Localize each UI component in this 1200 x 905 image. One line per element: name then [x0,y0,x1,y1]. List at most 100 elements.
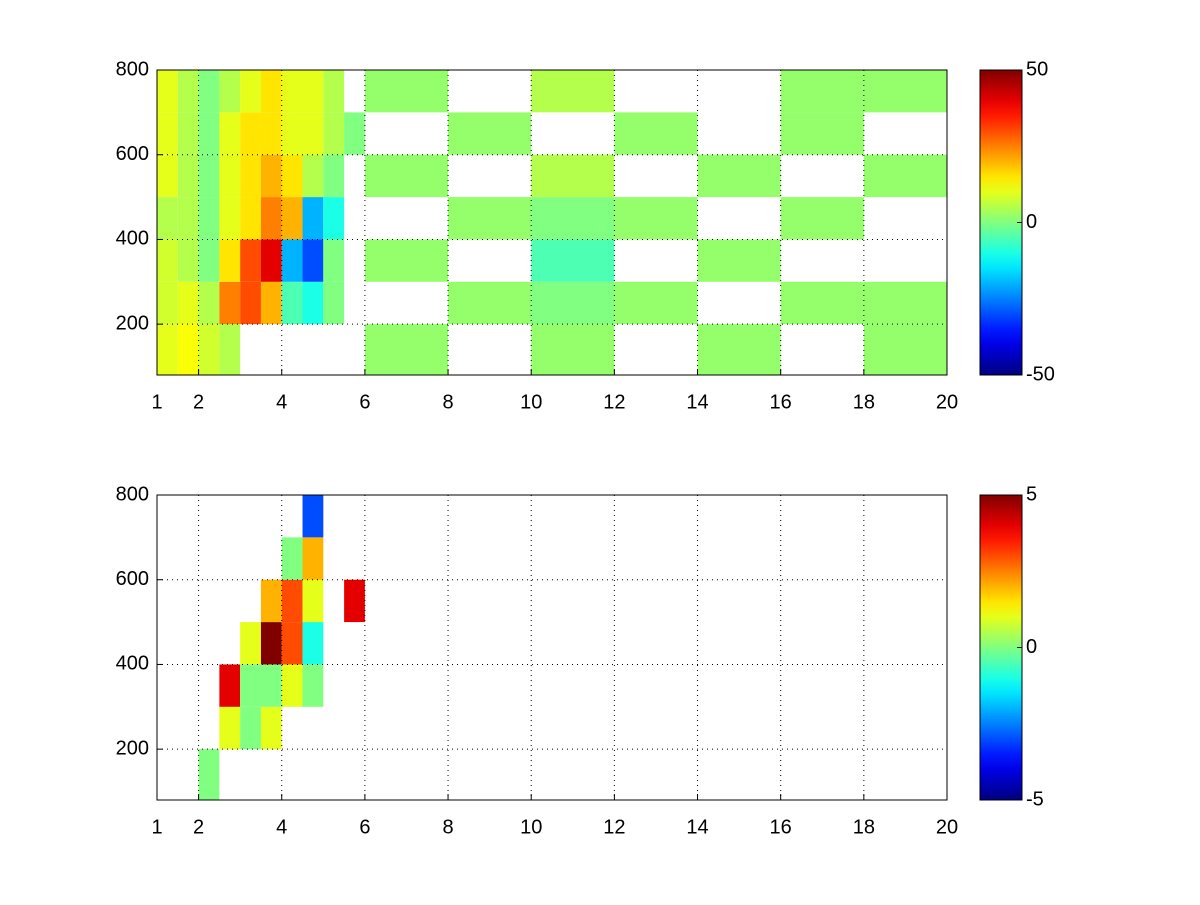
heat-cell [177,197,199,240]
heat-cell [614,197,698,240]
heat-cell [531,70,615,113]
heat-cell [260,154,282,198]
colorbar [979,494,1023,801]
heat-cell [364,239,449,282]
heat-cell [302,154,324,198]
heat-cell [281,664,303,707]
heat-cell [219,239,241,282]
x-tick-label: 18 [853,816,875,838]
y-tick-label: 200 [116,737,149,759]
y-tick-label: 800 [116,58,149,80]
heat-cell [302,579,324,623]
heat-cell [219,70,241,113]
heat-cell [157,197,178,240]
heat-cell [260,239,282,282]
heat-cell [198,70,220,113]
heat-cell [281,281,303,325]
heat-cell [219,281,241,325]
heat-cell [344,112,365,155]
x-tick-label: 10 [520,391,542,413]
x-tick-label: 8 [442,391,453,413]
heat-cell [780,197,864,240]
x-tick-label: 16 [770,816,792,838]
heat-cell [157,324,178,375]
heat-cell [302,281,324,325]
heat-cell [219,706,241,750]
heat-cell [281,579,303,623]
y-tick-label: 600 [116,143,149,165]
heat-cell [198,239,220,282]
heat-cell [302,70,324,113]
heat-cell [323,154,345,198]
heat-cell [157,239,178,282]
heat-cell [531,197,615,240]
heat-cell [240,706,261,750]
heat-cell [780,70,864,113]
y-tick-label: 800 [116,483,149,505]
x-tick-label: 1 [151,816,162,838]
y-tick-label: 400 [116,228,149,250]
heat-cell [364,324,449,375]
heat-cell [260,622,282,665]
x-tick-label: 4 [276,391,287,413]
heat-cell [198,112,220,155]
x-tick-label: 4 [276,816,287,838]
y-tick-label: 400 [116,653,149,675]
x-tick-label: 18 [853,391,875,413]
heat-cell [302,197,324,240]
heat-cell [697,154,781,198]
heat-cell [260,112,282,155]
heat-cell [260,579,282,623]
heat-cell [219,664,241,707]
heat-cell [198,197,220,240]
heat-cell [157,281,178,325]
heat-cell [281,70,303,113]
heat-cell [863,281,947,325]
heat-cell [281,197,303,240]
heat-cell [157,154,178,198]
colorbar [979,69,1023,376]
x-tick-label: 1 [151,391,162,413]
heat-cell [281,239,303,282]
heat-cell [177,112,199,155]
axes-box [156,69,948,376]
x-tick-label: 6 [359,391,370,413]
heat-cell [531,154,615,198]
heat-cell [157,112,178,155]
x-tick-label: 14 [686,816,708,838]
heat-cell [260,706,282,750]
heat-cell [219,324,241,375]
heat-cell [260,664,282,707]
heat-cell [448,112,532,155]
heat-cell [531,324,615,375]
x-tick-label: 12 [603,391,625,413]
heat-cell [260,70,282,113]
heat-cell [323,239,345,282]
heat-cell [240,154,261,198]
colorbar-tick-label: -5 [1026,788,1044,810]
heat-cell [240,664,261,707]
heat-cell [863,154,947,198]
heat-cell [614,112,698,155]
heat-cell [302,495,324,538]
heat-cell [260,197,282,240]
y-tick-label: 600 [116,568,149,590]
heat-cell [448,281,532,325]
heat-cell [614,281,698,325]
heat-cell [198,749,220,800]
heat-cell [260,281,282,325]
heat-cell [302,664,324,707]
heat-cell [302,622,324,665]
x-tick-label: 10 [520,816,542,838]
heat-cell [177,281,199,325]
heat-cell [323,281,345,325]
heat-cell [219,154,241,198]
x-tick-label: 14 [686,391,708,413]
heat-cell [697,239,781,282]
heat-cell [240,622,261,665]
heat-cell [240,281,261,325]
x-tick-label: 20 [936,816,958,838]
colorbar-tick-label: 0 [1026,636,1037,658]
heat-cell [323,70,345,113]
